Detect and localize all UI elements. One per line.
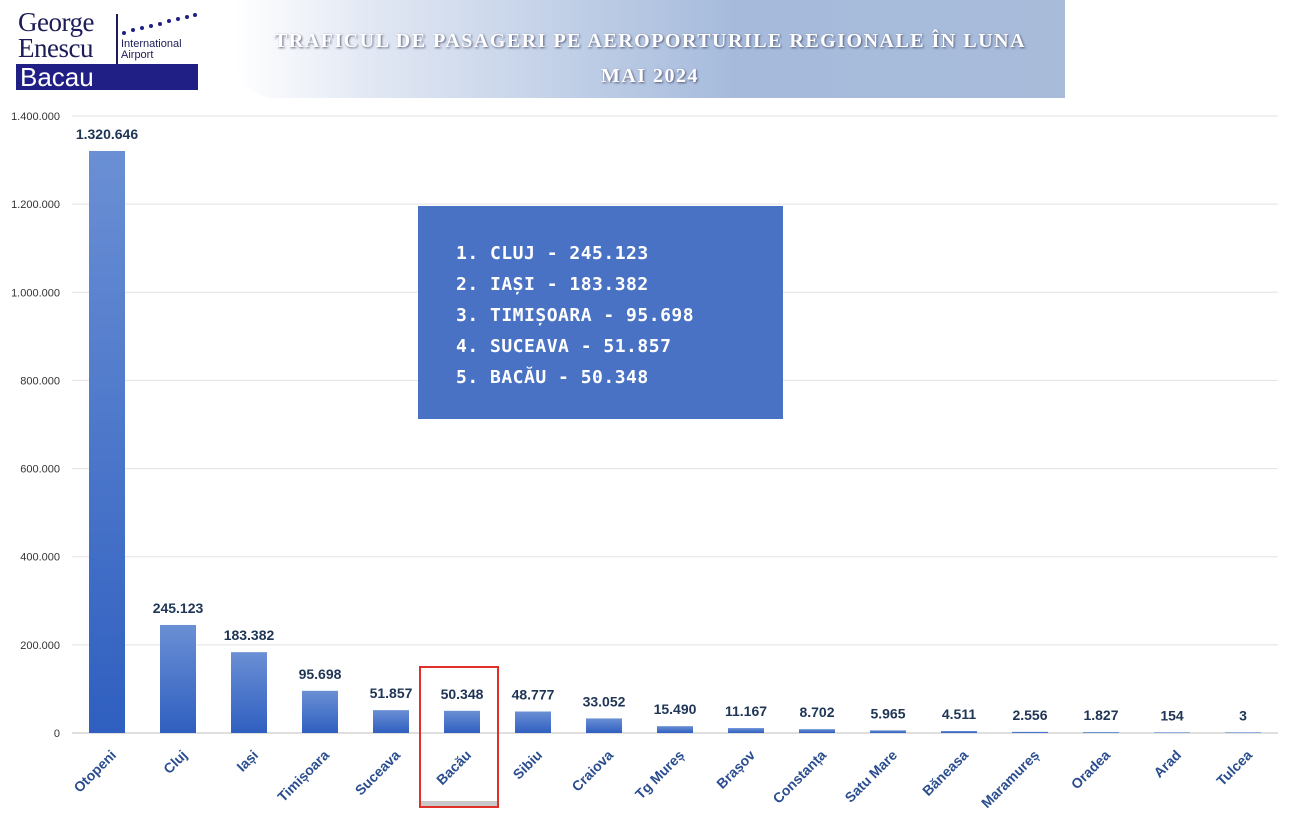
x-tick-label: Sibiu [510,747,546,783]
data-label: 15.490 [654,701,697,717]
x-tick-label: Tg Mureș [632,747,687,802]
x-tick-label: Cluj [160,747,190,777]
x-tick-label: Oradea [1068,747,1114,793]
data-label: 50.348 [441,686,484,702]
data-label: 154 [1160,707,1184,723]
y-tick-label: 200.000 [20,640,60,652]
bar-suceava [373,710,409,733]
ranking-item: 2. IAȘI - 183.382 [456,274,649,295]
bar-arad [1154,732,1190,733]
x-tick-label: Craiova [568,747,616,795]
bar-satu-mare [870,730,906,733]
x-tick-label: Brașov [713,747,758,792]
logo-text-enescu: Enescu [18,33,93,63]
ranking-item: 4. SUCEAVA - 51.857 [456,336,672,357]
bar-cluj [160,624,196,733]
bar-brașov [728,728,764,733]
x-tick-label: Timișoara [274,747,332,805]
bars [89,150,1261,734]
y-tick-label: 1.200.000 [11,199,60,211]
bar-timișoara [302,690,338,733]
data-label: 11.167 [725,703,767,719]
x-tick-label: Tulcea [1213,747,1255,789]
logo-divider [116,14,118,64]
logo-text-city: Bacau [20,62,94,92]
y-tick-label: 1.400.000 [11,111,60,123]
top-five-ranking-box: 1. CLUJ - 245.123 2. IAȘI - 183.382 3. T… [418,206,783,419]
chart-title: TRAFICUL DE PASAGERI PE AEROPORTURILE RE… [235,24,1065,94]
logo-text-airport: Airport [121,49,154,61]
logo-text-george: George [18,7,94,37]
bar-iași [231,652,267,733]
ranking-item: 5. BACĂU - 50.348 [456,367,649,388]
title-banner: TRAFICUL DE PASAGERI PE AEROPORTURILE RE… [235,0,1065,98]
x-tick-label: Suceava [352,747,404,799]
ranking-list: 1. CLUJ - 245.123 2. IAȘI - 183.382 3. T… [456,238,694,393]
x-axis: Otopeni Cluj Iași Timișoara Suceava Bacău Sibi… [70,747,1255,811]
logo-city-band: Bacau [16,62,198,92]
y-tick-label: 800.000 [20,375,60,387]
data-label: 51.857 [370,685,413,701]
logo-dots-icon [122,13,197,35]
data-label: 48.777 [512,687,555,703]
highlight-shade [421,801,497,806]
data-label: 4.511 [942,706,976,722]
bar-craiova [586,718,622,733]
bar-maramureș [1012,731,1048,733]
x-tick-label: Satu Mare [841,747,900,806]
bar-băneasa [941,731,977,733]
data-label: 95.698 [299,666,342,682]
y-tick-label: 1.000.000 [11,287,60,299]
data-label: 3 [1239,707,1247,723]
chart-title-line1: TRAFICUL DE PASAGERI PE AEROPORTURILE RE… [273,30,1027,52]
y-tick-label: 0 [54,728,60,740]
bar-sibiu [515,711,551,733]
bar-tulcea [1225,732,1261,733]
ranking-item: 1. CLUJ - 245.123 [456,243,649,264]
data-label: 2.556 [1012,707,1047,723]
bar-oradea [1083,732,1119,733]
data-label: 1.320.646 [76,126,138,142]
y-tick-label: 600.000 [20,464,60,476]
bar-bacău [444,710,480,733]
x-tick-label: Arad [1150,747,1184,781]
x-tick-label: Otopeni [70,747,119,796]
data-label: 1.827 [1083,707,1118,723]
data-label: 33.052 [583,693,626,709]
data-label: 245.123 [153,600,204,616]
bar-otopeni [89,150,125,734]
data-label: 8.702 [799,704,834,720]
airport-logo: George Enescu International Airport Baca… [16,7,200,92]
logo-text-international: International [121,38,182,50]
chart-title-line2: MAI 2024 [600,65,700,87]
data-labels: 1.320.646 245.123 183.382 95.698 51.857 50.34… [76,126,1247,723]
x-tick-label: Băneasa [919,747,971,799]
x-tick-label: Constanța [769,747,829,807]
bar-constanța [799,729,835,733]
data-label: 5.965 [870,705,905,721]
data-label: 183.382 [224,627,275,643]
y-axis: 0 200.000 400.000 600.000 800.000 1.000.000 1.… [11,111,60,740]
x-tick-label: Iași [233,747,261,775]
x-tick-label: Maramureș [978,747,1042,811]
ranking-item: 3. TIMIȘOARA - 95.698 [456,305,695,326]
bar-tg-mureș [657,726,693,733]
bacau-highlight-frame [419,666,499,808]
y-tick-label: 400.000 [20,552,60,564]
